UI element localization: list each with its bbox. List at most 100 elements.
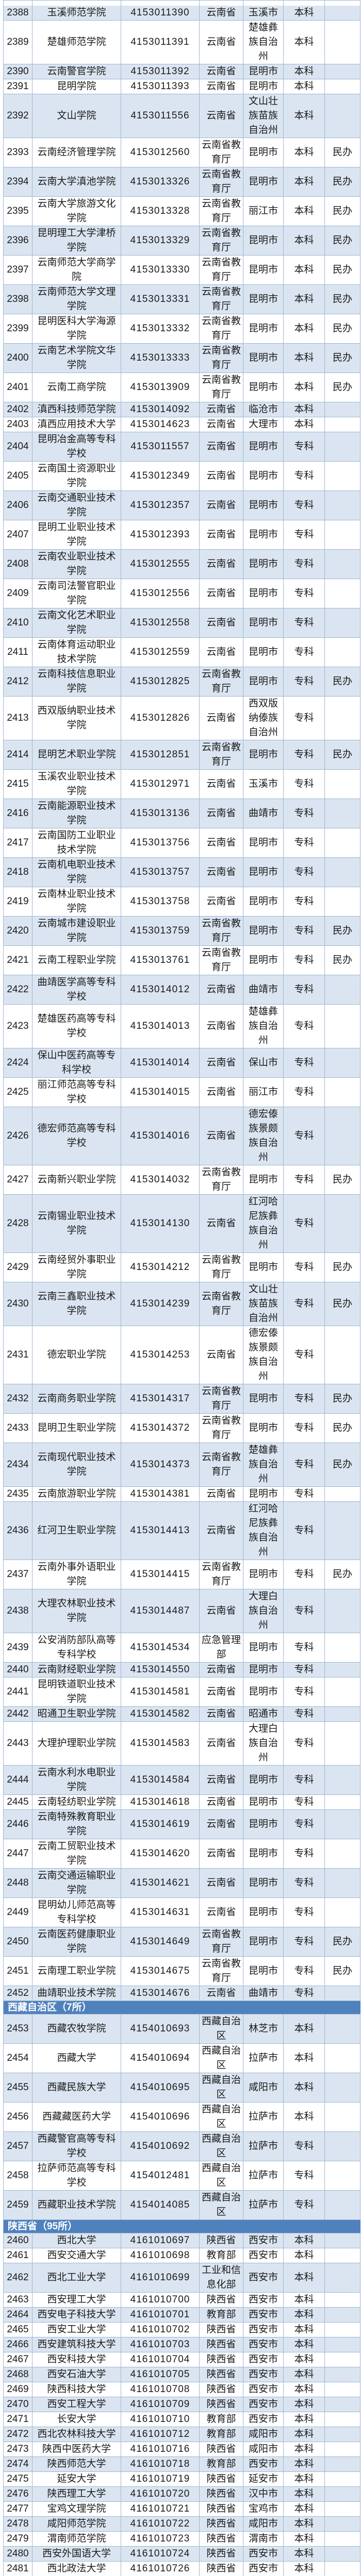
authority-cell: 云南省	[200, 1487, 243, 1502]
row-number-cell: 2433	[4, 1414, 32, 1443]
school-name-cell: 拉萨师范高等专科学校	[32, 2161, 121, 2191]
authority-cell: 西藏自治区	[200, 2103, 243, 2132]
school-name-cell: 云南国防工业职业技术学院	[32, 828, 121, 858]
table-row: 2396 昆明理工大学津桥学院 4153013329 云南省教育厅 昆明市 本科 民办	[4, 226, 360, 256]
authority-cell: 陕西省	[200, 2397, 243, 2412]
table-row: 2389 楚雄师范学院 4153011391 云南省 楚雄彝族自治州 本科	[4, 21, 360, 64]
level-cell: 专科	[284, 1633, 325, 1663]
city-cell: 林芝市	[243, 2014, 284, 2044]
level-cell: 专科	[284, 432, 325, 462]
remark-cell	[325, 550, 360, 579]
school-code-cell: 4153013330	[121, 256, 200, 285]
row-number-cell: 2402	[4, 402, 32, 417]
city-cell: 昆明市	[243, 1898, 284, 1927]
remark-cell	[325, 2014, 360, 2044]
city-cell: 拉萨市	[243, 2132, 284, 2161]
city-cell: 楚雄彝族自治州	[243, 1443, 284, 1487]
table-row: 2424 保山中医药高等专科学校 4153014014 云南省 保山市 专科	[4, 1048, 360, 1078]
row-number-cell: 2463	[4, 2293, 32, 2308]
level-cell: 本科	[284, 373, 325, 402]
row-number-cell: 2399	[4, 314, 32, 344]
school-code-cell: 4161010709	[121, 2397, 200, 2412]
school-code-cell: 4153013329	[121, 226, 200, 256]
remark-cell	[325, 2132, 360, 2161]
row-number-cell: 2401	[4, 373, 32, 402]
authority-cell: 云南省教育厅	[200, 285, 243, 314]
table-row: 2442 昭通卫生职业学院 4153014582 云南省 昭通市 专科	[4, 1707, 360, 1722]
remark-cell	[325, 770, 360, 799]
city-cell: 昆明市	[243, 1869, 284, 1898]
authority-cell: 云南省教育厅	[200, 917, 243, 946]
row-number-cell: 2462	[4, 2263, 32, 2293]
table-row: 2478 咸阳师范学院 4161010722 陕西省 咸阳市 本科	[4, 2517, 360, 2532]
city-cell: 昆明市	[243, 1810, 284, 1839]
school-name-cell: 西安工业大学	[32, 2323, 121, 2337]
row-number-cell: 2454	[4, 2044, 32, 2073]
authority-cell: 陕西省	[200, 2517, 243, 2532]
school-code-cell: 4161010697	[121, 2233, 200, 2248]
school-code-cell: 4153012558	[121, 608, 200, 638]
authority-cell: 云南省	[200, 64, 243, 79]
school-name-cell: 云南三鑫职业技术学院	[32, 1282, 121, 1326]
school-code-cell: 4153014619	[121, 1810, 200, 1839]
remark-cell	[325, 2308, 360, 2323]
row-number-cell: 2443	[4, 1722, 32, 1766]
table-row: 2420 云南城市建设职业学院 4153013759 云南省教育厅 昆明市 专科 民办	[4, 917, 360, 946]
remark-cell	[325, 2457, 360, 2472]
remark-cell	[325, 1326, 360, 1384]
authority-cell: 云南省教育厅	[200, 946, 243, 975]
level-cell: 专科	[284, 1443, 325, 1487]
school-name-cell: 昭通卫生职业学院	[32, 1707, 121, 1722]
school-name-cell: 云南财经职业学院	[32, 1663, 121, 1677]
level-cell: 本科	[284, 2442, 325, 2457]
authority-cell: 云南省	[200, 638, 243, 667]
school-code-cell: 4153011393	[121, 79, 200, 94]
remark-cell	[325, 432, 360, 462]
authority-cell: 云南省教育厅	[200, 256, 243, 285]
row-number-cell: 2445	[4, 1795, 32, 1810]
school-name-cell: 西北政法大学	[32, 2562, 121, 2576]
school-name-cell: 西北工业大学	[32, 2263, 121, 2293]
remark-cell	[325, 2517, 360, 2532]
table-row: 2473 陕西中医药大学 4161010716 陕西省 咸阳市 本科	[4, 2442, 360, 2457]
school-code-cell: 4153014212	[121, 1253, 200, 1282]
table-row: 2398 云南师范大学文理学院 4153013331 云南省教育厅 昆明市 本科 民办	[4, 285, 360, 314]
school-code-cell: 4153012559	[121, 638, 200, 667]
city-cell: 昆明市	[243, 314, 284, 344]
authority-cell: 云南省教育厅	[200, 1443, 243, 1487]
school-name-cell: 陕西师范大学	[32, 2457, 121, 2472]
city-cell: 曲靖市	[243, 1986, 284, 2001]
school-name-cell: 玉溪师范学院	[32, 6, 121, 21]
authority-cell: 云南省	[200, 1722, 243, 1766]
level-cell: 专科	[284, 1589, 325, 1633]
remark-cell	[325, 1195, 360, 1253]
school-code-cell: 4161010726	[121, 2562, 200, 2576]
remark-cell	[325, 64, 360, 79]
school-name-cell: 西安理工大学	[32, 2293, 121, 2308]
school-code-cell: 4153014623	[121, 417, 200, 432]
authority-cell: 云南省教育厅	[200, 373, 243, 402]
city-cell: 西安市	[243, 2308, 284, 2323]
city-cell: 昆明市	[243, 608, 284, 638]
authority-cell: 云南省	[200, 1078, 243, 1107]
school-code-cell: 4161010699	[121, 2263, 200, 2293]
city-cell: 昆明市	[243, 1560, 284, 1589]
school-name-cell: 丽江师范高等专科学校	[32, 1078, 121, 1107]
school-code-cell: 4153011391	[121, 21, 200, 64]
authority-cell: 云南省教育厅	[200, 740, 243, 770]
authority-cell: 云南省	[200, 462, 243, 491]
remark-cell	[325, 608, 360, 638]
school-name-cell: 西藏民族大学	[32, 2073, 121, 2103]
level-cell: 专科	[284, 1282, 325, 1326]
table-row: 2409 云南司法警官职业学院 4153012556 云南省 昆明市 专科	[4, 579, 360, 608]
row-number-cell: 2456	[4, 2103, 32, 2132]
remark-cell	[325, 2382, 360, 2397]
authority-cell	[200, 1, 243, 6]
school-name-cell: 云南特殊教育职业学院	[32, 1810, 121, 1839]
city-cell: 西安市	[243, 2367, 284, 2382]
school-name-cell: 陕西中医药大学	[32, 2442, 121, 2457]
remark-cell	[325, 2502, 360, 2517]
city-cell: 西安市	[243, 2382, 284, 2397]
school-name-cell: 西北农林科技大学	[32, 2427, 121, 2442]
school-name-cell: 云南交通职业技术学院	[32, 491, 121, 520]
